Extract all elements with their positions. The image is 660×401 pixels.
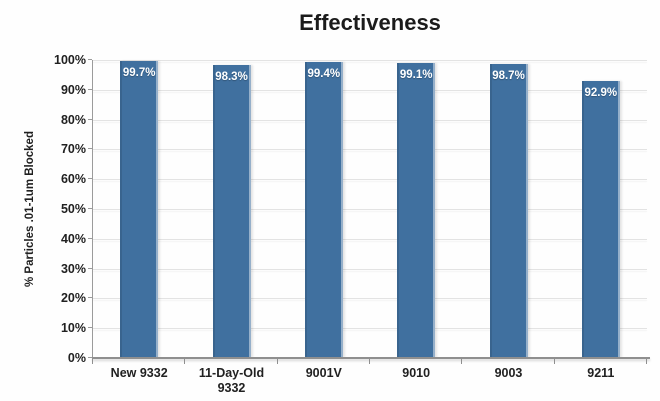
gridline-50 xyxy=(93,209,647,210)
ytick-mark-100 xyxy=(88,59,92,60)
bar-9003: 98.7% xyxy=(489,63,528,358)
xtick-mark-5 xyxy=(553,359,555,364)
ytick-label-90: 90% xyxy=(60,82,86,97)
ytick-label-40: 40% xyxy=(60,231,86,246)
ytick-label-20: 20% xyxy=(60,291,86,306)
gridline-30 xyxy=(93,268,647,270)
ytick-label-100: 100% xyxy=(54,53,86,67)
bar-value-label-9211: 92.9% xyxy=(584,87,618,100)
xtick-label-new-9332: New 9332 xyxy=(110,366,168,380)
xtick-mark-3 xyxy=(369,359,370,364)
x-axis-line xyxy=(92,357,650,359)
xtick-label-9211: 9211 xyxy=(587,366,615,380)
ytick-label-50: 50% xyxy=(60,202,86,216)
ytick-label-60: 60% xyxy=(60,172,86,187)
xtick-label-9010: 9010 xyxy=(402,366,431,380)
ytick-label-30: 30% xyxy=(60,261,86,276)
ytick-mark-20 xyxy=(88,297,92,299)
bar-value-label-11-day-old-9332: 98.3% xyxy=(215,71,248,84)
gridline-80 xyxy=(93,119,647,121)
gridline-90 xyxy=(93,89,647,91)
ytick-mark-70 xyxy=(88,148,92,150)
bar-9211: 92.9% xyxy=(581,81,620,358)
ytick-label-0: 0% xyxy=(67,351,86,365)
y-axis-tick-labels: 0% 10% 20% 30% 40% 50% 60% 70% 80% 90% 100% xyxy=(26,53,86,365)
gridline-10 xyxy=(93,328,647,330)
ytick-mark-90 xyxy=(88,88,92,90)
xtick-label-11-day-old-9332: 11-Day-Old 9332 xyxy=(198,366,265,395)
x-axis-category-labels: New 9332 11-Day-Old 9332 9001V 9010 9003 9211 xyxy=(93,366,647,400)
bar-9010: 99.1% xyxy=(397,62,436,358)
ytick-label-70: 70% xyxy=(60,142,86,157)
gridline-60 xyxy=(93,179,647,181)
ytick-mark-0 xyxy=(88,357,92,358)
plot-area: 99.7% 98.3% 99.4% 99.1% 98.7% 92.9% xyxy=(93,60,647,358)
bar-new-9332: 99.7% xyxy=(120,60,159,358)
ytick-mark-60 xyxy=(88,178,92,180)
gridline-20 xyxy=(93,298,647,300)
bar-value-label-9003: 98.7% xyxy=(492,69,525,82)
bar-9001v: 99.4% xyxy=(304,61,343,358)
y-axis-line xyxy=(92,60,93,362)
chart-title: Effectiveness xyxy=(299,10,441,35)
xtick-mark-6 xyxy=(646,359,647,364)
bar-11-day-old-9332: 98.3% xyxy=(212,65,251,358)
bar-value-label-9001v: 99.4% xyxy=(307,67,341,80)
xtick-mark-4 xyxy=(461,359,463,364)
gridline-70 xyxy=(93,149,647,151)
xtick-mark-0 xyxy=(92,359,93,364)
ytick-mark-10 xyxy=(88,327,92,329)
ytick-mark-40 xyxy=(88,237,92,239)
xtick-label-9003: 9003 xyxy=(494,366,523,380)
ytick-mark-30 xyxy=(88,267,92,269)
gridline-100 xyxy=(93,60,647,61)
bar-value-label-9010: 99.1% xyxy=(399,68,433,81)
bar-value-label-new-9332: 99.7% xyxy=(122,66,156,79)
gridline-40 xyxy=(93,238,647,240)
xtick-mark-2 xyxy=(276,359,278,364)
ytick-mark-80 xyxy=(88,118,92,120)
ytick-label-80: 80% xyxy=(60,112,86,127)
ytick-label-10: 10% xyxy=(60,321,86,336)
ytick-mark-50 xyxy=(88,208,92,209)
xtick-label-9001v: 9001V xyxy=(305,366,342,380)
xtick-mark-1 xyxy=(184,359,186,364)
